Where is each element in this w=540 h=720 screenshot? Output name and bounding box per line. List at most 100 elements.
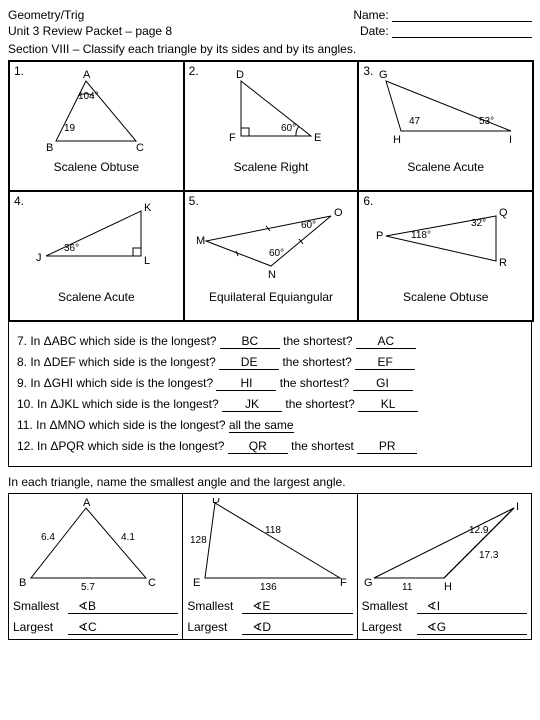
svg-text:C: C [136,142,144,154]
answer: Equilateral Equiangular [189,290,354,304]
cell-num: 3. [363,64,373,78]
svg-text:F: F [340,577,347,589]
svg-text:32°: 32° [471,218,486,229]
largest-label: Largest [13,620,68,635]
answer-blank[interactable]: DE [219,355,279,370]
svg-text:12.9: 12.9 [469,525,489,536]
svg-text:136: 136 [260,582,277,593]
smallest-val: ∢I [417,599,527,614]
svg-text:G: G [379,69,388,81]
svg-text:53°: 53° [479,116,494,127]
date-blank[interactable] [392,25,532,38]
smallest-label: Smallest [362,599,417,614]
svg-text:D: D [212,498,220,506]
svg-text:K: K [144,202,152,214]
svg-text:C: C [148,577,156,589]
largest-label: Largest [187,620,242,635]
svg-text:B: B [19,577,26,589]
triangle-4: J K L 36° [31,196,161,286]
question-line: 7. In ΔABC which side is the longest? BC… [17,334,523,349]
svg-text:19: 19 [64,123,76,134]
triangle-2: D E F 60° [211,66,331,156]
svg-text:60°: 60° [301,220,316,231]
bottom-grid: A B C 6.4 4.1 5.7 Smallest∢B Largest∢C D… [8,493,532,640]
answer-blank[interactable]: PR [357,439,417,454]
smallest-val: ∢E [242,599,352,614]
svg-text:O: O [334,207,343,219]
answer-blank[interactable]: KL [358,397,418,412]
triangle-6: P Q R 118° 32° [376,196,516,286]
svg-text:17.3: 17.3 [479,550,499,561]
svg-text:128: 128 [190,535,207,546]
question-line: 11. In ΔMNO which side is the longest? a… [17,418,523,433]
triangle-b2: D E F 128 118 136 [190,498,350,593]
answer-blank[interactable]: BC [220,334,280,349]
name-label: Name: [353,8,388,22]
answer: Scalene Acute [14,290,179,304]
svg-text:104°: 104° [78,91,99,102]
cell-num: 4. [14,194,24,208]
triangle-b3: G H I 11 17.3 12.9 [364,498,524,593]
cell-num: 1. [14,64,24,78]
svg-text:E: E [314,132,321,144]
section-title: Section VIII – Classify each triangle by… [8,42,532,56]
answer-blank[interactable]: JK [222,397,282,412]
cell-num: 2. [189,64,199,78]
triangle-1: A B C 104° 19 [36,66,156,156]
svg-text:L: L [144,255,150,267]
svg-text:M: M [196,235,205,247]
svg-text:E: E [193,577,200,589]
svg-text:P: P [376,230,383,242]
answer: Scalene Right [189,160,354,174]
subtitle: Unit 3 Review Packet – page 8 [8,24,172,38]
svg-text:118: 118 [265,525,281,536]
svg-text:A: A [83,69,91,81]
question-line: 9. In ΔGHI which side is the longest? HI… [17,376,523,391]
smallest-val: ∢B [68,599,178,614]
question-line: 10. In ΔJKL which side is the longest? J… [17,397,523,412]
answer-blank[interactable]: all the same [229,418,294,433]
question-line: 12. In ΔPQR which side is the longest? Q… [17,439,523,454]
svg-text:A: A [83,498,91,509]
svg-text:60°: 60° [269,248,284,259]
largest-val: ∢G [417,620,527,635]
svg-text:47: 47 [409,116,421,127]
svg-text:4.1: 4.1 [121,532,135,543]
svg-text:60°: 60° [281,123,296,134]
svg-text:118°: 118° [411,230,431,241]
smallest-label: Smallest [13,599,68,614]
svg-text:Q: Q [499,207,508,219]
largest-val: ∢D [242,620,352,635]
svg-text:F: F [229,132,236,144]
svg-text:I: I [516,501,519,513]
smallest-label: Smallest [187,599,242,614]
svg-text:H: H [393,134,401,146]
answer-blank[interactable]: QR [228,439,288,454]
name-blank[interactable] [392,9,532,22]
svg-text:11: 11 [402,582,413,593]
triangle-b1: A B C 6.4 4.1 5.7 [16,498,176,593]
section2-title: In each triangle, name the smallest angl… [8,475,532,489]
svg-text:6.4: 6.4 [41,532,55,543]
triangle-grid: 1. A B C 104° 19 Scalene Obtuse 2. D E F… [8,60,534,322]
svg-text:J: J [36,252,42,264]
svg-text:5.7: 5.7 [81,582,95,593]
svg-text:G: G [364,577,373,589]
svg-text:N: N [268,269,276,281]
cell-num: 5. [189,194,199,208]
answer-blank[interactable]: AC [356,334,416,349]
answer: Scalene Acute [363,160,528,174]
svg-text:I: I [509,134,512,146]
question-line: 8. In ΔDEF which side is the longest? DE… [17,355,523,370]
largest-val: ∢C [68,620,178,635]
answer-blank[interactable]: GI [353,376,413,391]
answer-blank[interactable]: EF [355,355,415,370]
triangle-5: M N O 60° 60° [196,196,346,286]
answer-blank[interactable]: HI [216,376,276,391]
largest-label: Largest [362,620,417,635]
cell-num: 6. [363,194,373,208]
answer: Scalene Obtuse [363,290,528,304]
svg-text:H: H [444,581,452,593]
triangle-3: G H I 47 53° [371,66,521,156]
svg-text:B: B [46,142,53,154]
